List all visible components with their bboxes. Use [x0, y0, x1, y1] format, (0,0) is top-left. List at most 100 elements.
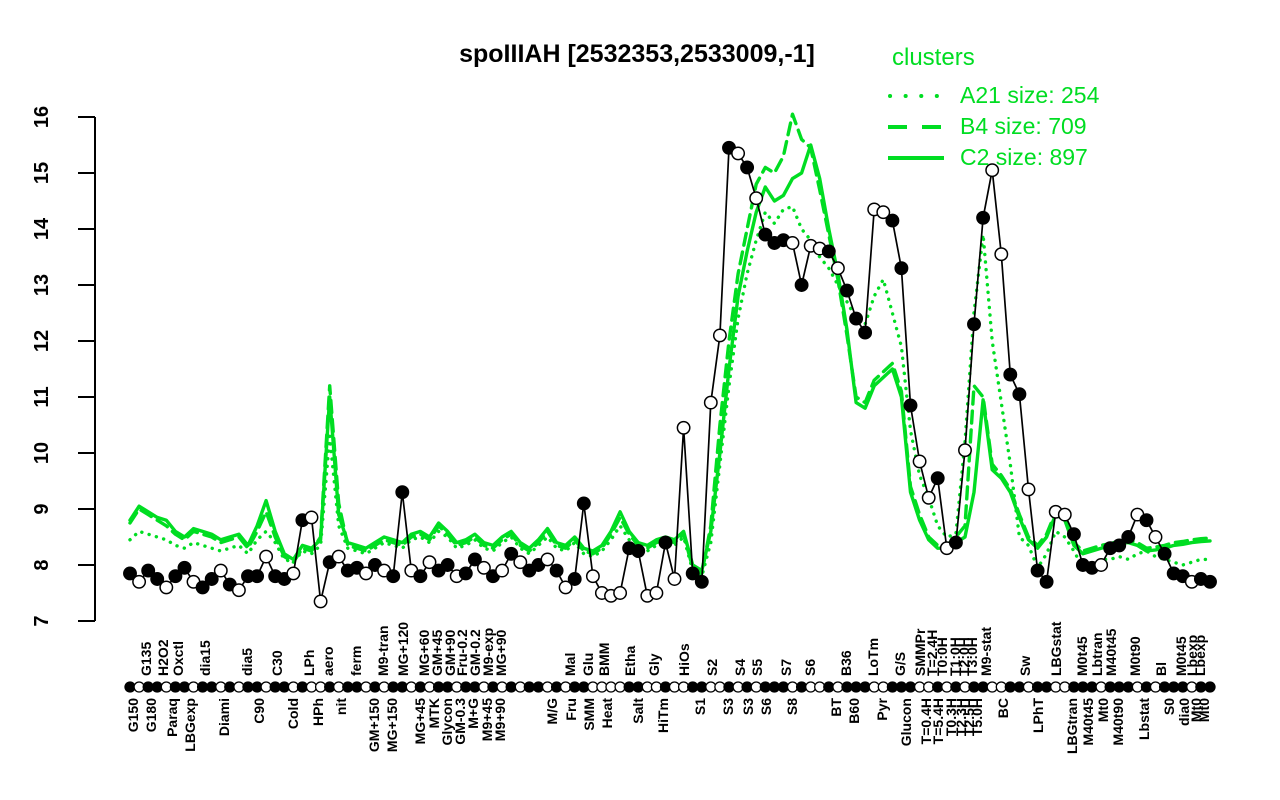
gene-data-point [141, 563, 156, 578]
gene-data-point [840, 283, 854, 298]
gene-data-point [858, 325, 873, 340]
gene-data-point [794, 278, 809, 292]
x-axis-top-label: GM+45 [429, 629, 445, 676]
x-axis-bottom-label: BT [828, 698, 844, 717]
gene-data-point [567, 572, 582, 586]
gene-data-point [123, 566, 137, 581]
x-axis-bottom-label: Mt0 [1188, 698, 1204, 722]
y-axis-tick-label: 12 [31, 330, 53, 352]
x-axis-top-label: B36 [838, 650, 854, 676]
gene-data-point [1012, 387, 1027, 402]
gene-data-point [613, 586, 628, 600]
gene-data-point [259, 549, 274, 564]
gene-data-point [1157, 546, 1172, 561]
x-axis-bottom-label: Salt [630, 698, 646, 724]
x-axis-bottom-label: S0 [1161, 698, 1177, 715]
x-axis-bottom-label: M/G [544, 698, 560, 725]
gene-data-point [649, 586, 664, 600]
legend-entry-b4: B4 size: 709 [886, 111, 1099, 142]
x-axis-top-label: ferm [348, 646, 364, 676]
x-axis-bottom-label: MG+150 [384, 698, 400, 752]
x-axis-top-label: dia5 [239, 648, 255, 676]
x-axis-top-label: LPh [301, 650, 317, 676]
gene-data-point [1094, 558, 1109, 572]
gene-data-point [830, 261, 845, 276]
gene-data-point [331, 549, 346, 564]
x-axis-top-label: Mal [562, 653, 578, 676]
x-axis-top-label: H2O2 [155, 639, 171, 676]
gene-data-point [168, 569, 183, 584]
cluster-series-dashed [128, 112, 1212, 576]
legend-label: A21 size: 254 [960, 82, 1100, 108]
gene-data-point [994, 247, 1009, 262]
gene-data-point [549, 563, 564, 578]
x-axis-top-label: M0t45 [1074, 636, 1090, 676]
gene-data-point [694, 574, 709, 589]
x-axis-top-label: T0:0H [934, 637, 950, 676]
gene-data-point [504, 546, 519, 561]
gene-data-point [440, 558, 455, 572]
gene-data-point [513, 555, 528, 570]
cluster-legend: clusters A21 size: 254 B4 size: 709 C2 s… [886, 44, 1099, 173]
gene-data-point [1021, 482, 1036, 497]
x-axis-bottom-label: Mt0 [1196, 698, 1212, 722]
y-axis-tick-label: 16 [31, 106, 53, 128]
gene-data-point [132, 574, 147, 589]
y-axis-tick-label: 9 [31, 503, 53, 514]
x-axis-top-label: T3:0H [964, 637, 980, 676]
x-axis-bottom-label: S3 [720, 698, 736, 715]
gene-data-point [1148, 530, 1163, 544]
x-axis-top-label: HiOs [676, 643, 692, 676]
gene-data-point [676, 420, 691, 435]
gene-data-point [1139, 513, 1154, 528]
x-axis-top-label: MG+90 [493, 629, 509, 676]
x-axis-bottom-label: Paraq [164, 698, 180, 737]
gene-data-point [1203, 574, 1217, 589]
x-axis-bottom-label: Heat [599, 698, 615, 729]
gene-data-point [1121, 530, 1136, 544]
x-axis-top-label: M0t90 [1127, 636, 1143, 676]
gene-data-point [1066, 527, 1081, 542]
x-axis-bottom-label: BC [995, 698, 1011, 718]
gene-data-point [204, 572, 219, 586]
x-axis-top-label: Bl [1153, 662, 1169, 676]
gene-data-point [976, 210, 991, 225]
gene-data-point [703, 395, 718, 410]
gene-data-point [177, 560, 192, 575]
x-axis-top-label: Lbexp [1192, 635, 1208, 676]
page-title: spoIIIAH [2532353,2533009,-1] [459, 40, 815, 68]
y-axis-tick-label: 11 [31, 386, 53, 407]
x-axis-bottom-label: M+G [465, 698, 481, 729]
gene-data-point [231, 583, 246, 598]
x-axis-top-label: Oxctl [170, 641, 186, 676]
x-axis-bottom-label: M9+90 [492, 698, 508, 741]
x-axis-top-label: LoTm [865, 638, 881, 676]
gene-data-point [894, 261, 909, 276]
x-axis-bottom-label: C90 [251, 698, 267, 724]
gene-data-point [785, 236, 800, 250]
gene-data-point [1030, 563, 1045, 578]
x-axis-top-label: G/S [892, 652, 908, 676]
x-axis-top-label: M9-tran [375, 625, 391, 676]
gene-data-point [849, 311, 864, 326]
x-axis-bottom-label: S8 [784, 698, 800, 715]
gene-data-point [985, 163, 1000, 178]
x-axis-top-label: MG+60 [416, 629, 432, 676]
x-axis-bottom-label: T=5.4H [930, 698, 946, 744]
x-axis-bottom-label: S3 [740, 698, 756, 715]
x-axis-top-label: Etha [622, 645, 638, 676]
gene-data-point [631, 544, 646, 558]
legend-label: B4 size: 709 [960, 113, 1087, 139]
gene-data-point [1057, 507, 1072, 522]
x-axis-top-label: Sw [1017, 656, 1033, 676]
x-axis-bottom-label: nit [333, 698, 349, 715]
gene-data-point [313, 594, 328, 609]
gene-data-point [558, 580, 573, 595]
x-axis-bottom-label: M9+45 [479, 698, 495, 741]
x-axis-bottom-label: S6 [758, 698, 774, 715]
x-axis-bottom-label: T2.3H [953, 698, 969, 736]
x-axis-top-label: Glu [580, 653, 596, 676]
gene-data-point [467, 552, 482, 567]
